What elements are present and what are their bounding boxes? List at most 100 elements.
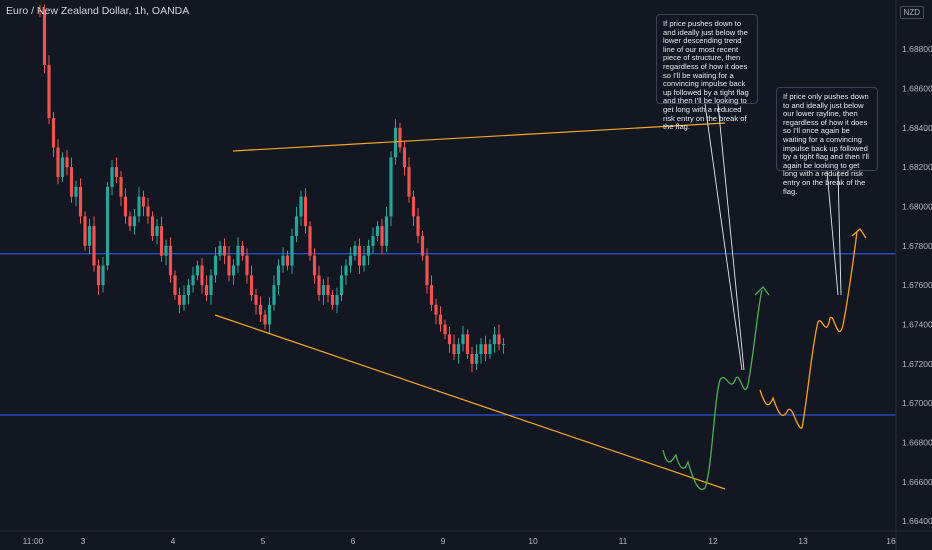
- candle-body: [159, 226, 164, 256]
- projected-paths: [662, 103, 867, 491]
- candle-body: [65, 157, 69, 168]
- candle-body: [258, 304, 263, 315]
- candle-body: [87, 226, 92, 246]
- candle-body: [366, 245, 371, 256]
- candle-body: [83, 216, 87, 246]
- time-tick-label: 16: [886, 536, 896, 546]
- candle-body: [312, 255, 317, 276]
- candle-body: [389, 157, 393, 217]
- currency-badge[interactable]: NZD: [899, 6, 924, 19]
- price-tick-label: 1.67600: [902, 280, 932, 290]
- candle-body: [51, 118, 56, 148]
- projected-arrow-green: [754, 286, 770, 296]
- candle-body: [429, 285, 434, 305]
- price-tick-label: 1.67400: [902, 320, 932, 330]
- candle-body: [380, 226, 384, 246]
- candle-body: [263, 314, 267, 325]
- annotation-pointer-2b: [837, 170, 842, 296]
- candle-body: [101, 265, 105, 286]
- candle-body: [218, 245, 222, 256]
- price-tick-label: 1.68600: [902, 84, 932, 94]
- candle-body: [186, 285, 191, 295]
- candle-body: [483, 344, 488, 354]
- candle-body: [303, 196, 308, 227]
- candle-body: [227, 255, 231, 276]
- candle-body: [438, 314, 443, 325]
- time-tick-label: 3: [81, 536, 86, 546]
- time-tick-label: 9: [441, 536, 446, 546]
- candle-body: [492, 334, 497, 345]
- price-axis[interactable]: 1.68800 1.68600 1.68400 1.68200 1.68000 1.678…: [895, 0, 932, 550]
- candle-body: [60, 157, 65, 177]
- candle-body: [299, 196, 303, 217]
- candle-body: [96, 265, 101, 286]
- candle-body: [177, 295, 182, 305]
- candle-body: [150, 216, 155, 236]
- candle-body: [317, 275, 321, 295]
- candle-body: [114, 167, 119, 177]
- trendline: [232, 122, 726, 152]
- price-tick-label: 1.66600: [902, 477, 932, 487]
- candle-body: [128, 216, 132, 227]
- candle-body: [200, 265, 204, 286]
- candle-body: [362, 255, 366, 266]
- time-tick-label: 12: [708, 536, 718, 546]
- time-axis[interactable]: 11:00 3 4 5 6 9 10 11 12 13 16: [0, 530, 932, 546]
- candle-body: [479, 344, 483, 354]
- candle-body: [272, 285, 276, 305]
- price-tick-label: 1.68400: [902, 123, 932, 133]
- candle-body: [173, 275, 177, 295]
- candle-body: [191, 275, 195, 286]
- projected-path-green: [662, 289, 763, 491]
- candle-body: [461, 334, 465, 345]
- price-tick-label: 1.68000: [902, 202, 932, 212]
- candlestick-series: [38, 4, 506, 373]
- candle-body: [155, 226, 159, 236]
- candle-body: [308, 226, 312, 256]
- candle-body: [281, 255, 285, 266]
- candle-body: [231, 265, 236, 276]
- projected-path-orange: [759, 231, 858, 429]
- candle-body: [195, 265, 200, 276]
- annotation-pointer-1: [704, 103, 743, 371]
- candle-body: [371, 236, 375, 246]
- candle-body: [384, 216, 389, 246]
- candle-body: [74, 186, 78, 197]
- candle-body: [470, 354, 474, 364]
- candle-body: [497, 334, 501, 345]
- candle-body: [353, 245, 357, 256]
- candle-body: [416, 216, 420, 236]
- candle-body: [123, 196, 128, 217]
- candle-body: [425, 255, 429, 286]
- candle-body: [164, 245, 168, 256]
- annotation-note-1[interactable]: If price pushes down to and ideally just…: [656, 14, 758, 131]
- horizontal-raylines: [0, 253, 896, 416]
- annotation-note-2[interactable]: If price only pushes down to and ideally…: [776, 87, 878, 195]
- candle-body: [132, 216, 137, 227]
- candle-body: [452, 344, 456, 354]
- candle-body: [407, 167, 411, 197]
- price-tick-label: 1.66800: [902, 438, 932, 448]
- time-tick-label: 4: [171, 536, 176, 546]
- candle-body: [182, 295, 186, 305]
- time-tick-label: 5: [261, 536, 266, 546]
- candle-body: [501, 344, 506, 346]
- candle-body: [119, 177, 123, 197]
- candle-body: [402, 147, 407, 168]
- annotation-text-2: If price only pushes down to and ideally…: [783, 92, 869, 196]
- candle-body: [267, 304, 272, 325]
- time-tick-label: 13: [798, 536, 808, 546]
- candle-body: [290, 236, 294, 266]
- price-tick-label: 1.67000: [902, 398, 932, 408]
- price-tick-label: 1.68800: [902, 44, 932, 54]
- candle-body: [465, 334, 470, 354]
- candle-body: [78, 186, 83, 217]
- price-tick-label: 1.67800: [902, 241, 932, 251]
- time-tick-label: 11: [619, 536, 628, 546]
- candle-body: [434, 304, 438, 315]
- projected-arrow-orange: [851, 228, 867, 239]
- candle-body: [236, 245, 240, 266]
- candle-body: [249, 275, 254, 295]
- trendlines: [214, 122, 726, 490]
